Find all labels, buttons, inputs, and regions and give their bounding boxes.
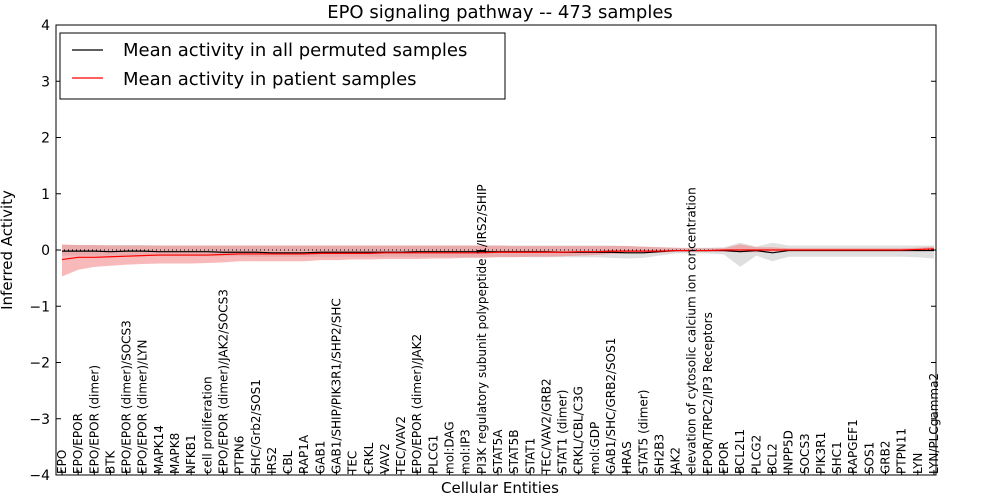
category-label: RAPGEF1 (846, 419, 860, 474)
category-label: EPO/EPOR (dimer)/SOCS3 (120, 320, 134, 474)
category-label: STAT5 (dimer) (636, 390, 650, 474)
category-label: EPOR/TRPC2/IP3 Receptors (701, 312, 715, 474)
category-label: EPO/EPOR (dimer)/LYN (136, 340, 150, 474)
legend-label-patient: Mean activity in patient samples (123, 69, 417, 90)
category-label: GAB1 (313, 441, 327, 474)
category-label: PTPN6 (233, 436, 247, 474)
category-labels: EPO EPO/EPOR EPO/EPOR (dimer) BTK EPO/EPOR (… (55, 184, 941, 475)
category-label: CBL (281, 450, 295, 474)
category-label: EPO/EPOR (dimer)/JAK2/SOCS3 (216, 289, 230, 474)
y-tick-label: −2 (29, 356, 50, 372)
category-label: SOS1 (862, 442, 876, 474)
category-label: elevation of cytosolic calcium ion conce… (685, 187, 699, 474)
legend-label-permuted: Mean activity in all permuted samples (123, 40, 467, 61)
category-label: TEC (346, 451, 360, 475)
category-label: TEC/VAV2 (394, 416, 408, 475)
y-tick-label: 4 (41, 18, 50, 34)
category-label: BTK (103, 449, 117, 474)
category-label: SOCS3 (798, 433, 812, 474)
x-axis-label: Cellular Entities (441, 479, 559, 497)
category-label: INPP5D (782, 430, 796, 474)
category-label: IRS2 (265, 447, 279, 474)
category-label: STAT1 (523, 438, 537, 474)
category-label: STAT1 (dimer) (556, 390, 570, 474)
category-label: JAK2 (669, 447, 683, 475)
category-label: BCL2 (765, 443, 779, 474)
category-label: PI3K regulatory subunit polypeptide 1/IR… (475, 184, 489, 474)
category-label: EPO/EPOR (dimer)/JAK2 (410, 334, 424, 474)
category-label: TEC/VAV2/GRB2 (539, 378, 553, 475)
series-line-patient (61, 248, 934, 261)
category-label: GAB1/SHIP/PIK3R1/SHP2/SHC (330, 298, 344, 474)
y-tick-label: 1 (41, 187, 50, 203)
category-label: PLCG2 (749, 435, 763, 474)
category-label: PLCG1 (426, 435, 440, 474)
legend-box (59, 32, 506, 100)
category-label: SH2B3 (652, 434, 666, 474)
category-label: LYN (911, 453, 925, 474)
category-label: EPO/EPOR (dimer) (87, 365, 101, 474)
category-label: MAPK14 (152, 425, 166, 474)
category-label: VAV2 (378, 443, 392, 474)
category-label: STAT5B (507, 430, 521, 475)
category-label: MAPK8 (168, 433, 182, 474)
category-label: mol:DAG (443, 421, 457, 474)
category-label: mol:GDP (588, 422, 602, 474)
plot-area: −4 −3 −2 −1 0 1 2 3 4 (29, 18, 937, 484)
legend: Mean activity in all permuted samples Me… (59, 32, 506, 100)
category-label: EPO/EPOR (71, 413, 85, 474)
y-tick-label: −1 (29, 299, 50, 315)
category-label: GAB1/SHC/GRB2/SOS1 (604, 338, 618, 474)
category-label: CRKL (362, 442, 376, 474)
category-label: CRKL/CBL/C3G (572, 386, 586, 474)
y-tick-label: 2 (41, 131, 50, 147)
category-label: mol:IP3 (459, 429, 473, 474)
category-label: cell proliferation (200, 376, 214, 474)
y-axis-label: Inferred Activity (0, 190, 16, 310)
category-label: PTPN11 (895, 428, 909, 474)
category-label: EPOR (717, 441, 731, 474)
chart-title: EPO signaling pathway -- 473 samples (327, 2, 673, 23)
category-label: SHC1 (830, 441, 844, 474)
category-label: PIK3R1 (814, 432, 828, 474)
category-label: NFKB1 (184, 434, 198, 474)
category-label: BCL2L1 (733, 429, 747, 474)
y-tick-label: 3 (41, 74, 50, 90)
category-label: HRAS (620, 441, 634, 474)
category-label: GRB2 (878, 440, 892, 474)
y-tick-label: 0 (41, 243, 50, 259)
category-label: EPO (55, 450, 69, 474)
y-tick-label: −3 (29, 412, 50, 428)
category-label: RAP1A (297, 434, 311, 474)
category-label: LYN/PLCgamma2 (927, 373, 941, 474)
category-label: SHC/Grb2/SOS1 (249, 379, 263, 474)
y-tick-label: −4 (29, 468, 50, 484)
category-label: STAT5A (491, 429, 505, 474)
